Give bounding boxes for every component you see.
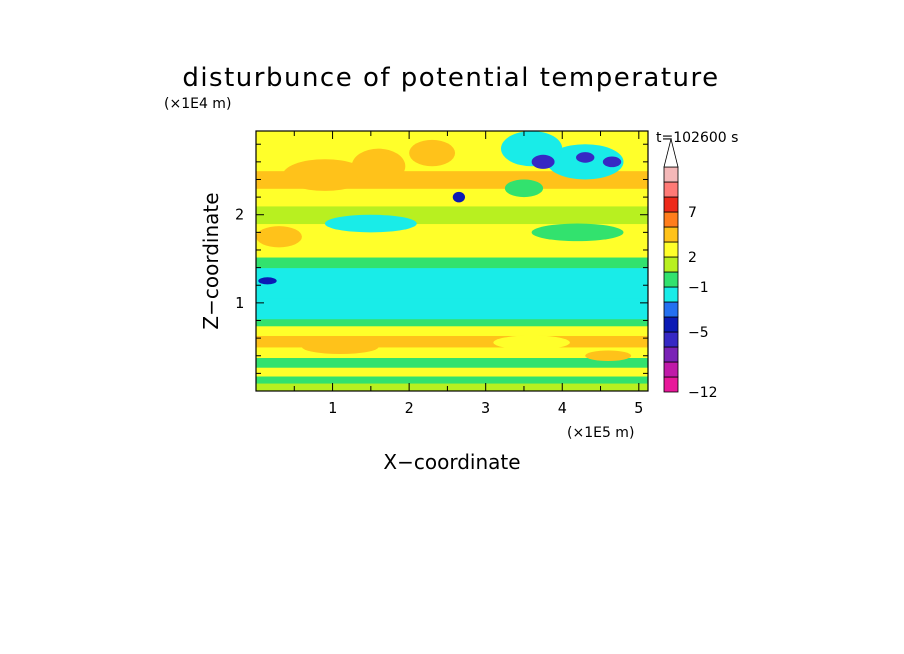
contour-band-0 [256,383,648,391]
heatmap-field [256,131,648,391]
colorbar-swatch-6 [663,286,679,303]
contour-feature-6 [504,179,544,198]
contour-feature-3 [256,226,302,248]
contour-band-11 [256,239,648,258]
colorbar-swatch-5 [663,301,679,318]
colorbar-swatch-13 [663,181,679,198]
colorbar-tick-label: −1 [688,280,709,296]
contour-band-8 [256,297,648,320]
colorbar-swatch-12 [663,196,679,213]
x-axis-label: X−coordinate [383,450,520,474]
contour-feature-12 [452,191,466,203]
y-tick-label: 1 [235,294,244,312]
contour-band-7 [256,318,648,327]
colorbar-tick-label: −5 [688,325,709,341]
colorbar-swatch-11 [663,211,679,228]
contour-band-14 [256,188,648,207]
contour-feature-0 [282,159,368,191]
contour-feature-1 [351,148,406,184]
colorbar-swatch-7 [663,271,679,288]
x-tick-label: 4 [558,399,567,417]
x-tick-label: 2 [405,399,414,417]
colorbar-extend-arrow [663,138,679,168]
y-axis: 12 [235,143,648,374]
colorbar-swatch-1 [663,361,679,378]
colorbar-swatch-10 [663,226,679,243]
contour-feature-14 [493,335,570,350]
contour-feature-10 [576,152,595,163]
colorbar-swatch-14 [663,166,679,183]
contour-band-10 [256,257,648,269]
colorbar-swatch-2 [663,346,679,363]
contour-feature-9 [531,154,555,169]
contour-band-13 [256,205,648,225]
colorbar-tick-label: 2 [688,250,697,266]
contour-band-1 [256,376,648,384]
contour-feature-16 [585,350,632,362]
colorbar: 7 2 −1 −5 −12 [663,138,718,401]
contour-feature-4 [324,214,417,233]
colorbar-swatch-4 [663,316,679,333]
colorbar-tick-label: 7 [688,205,697,221]
colorbar-tick-label: −12 [688,385,718,401]
contour-feature-5 [531,223,624,242]
x-unit-label: (×1E5 m) [567,425,634,441]
contour-band-9 [256,267,648,299]
colorbar-swatch-3 [663,331,679,348]
y-unit-label: (×1E4 m) [164,96,231,112]
contour-band-5 [256,335,648,348]
contour-band-6 [256,325,648,336]
contour-band-3 [256,357,648,368]
plot-frame [255,130,649,392]
x-tick-label: 1 [328,399,337,417]
x-tick-label: 3 [481,399,490,417]
x-axis: 1 2 3 4 5 [293,131,643,417]
contour-feature-15 [301,339,379,354]
contour-feature-11 [602,156,622,168]
contour-feature-13 [258,277,277,285]
time-label: t=102600 s [656,130,738,146]
y-tick-label: 2 [235,206,244,224]
colorbar-swatch-0 [663,376,679,393]
colorbar-swatch-9 [663,241,679,258]
contour-band-2 [256,367,648,377]
contour-band-4 [256,346,648,359]
contour-feature-2 [409,139,456,167]
x-tick-label: 5 [634,399,643,417]
chart-title: disturbunce of potential temperature [182,63,719,93]
colorbar-swatch-8 [663,256,679,273]
y-axis-label: Z−coordinate [199,192,223,329]
